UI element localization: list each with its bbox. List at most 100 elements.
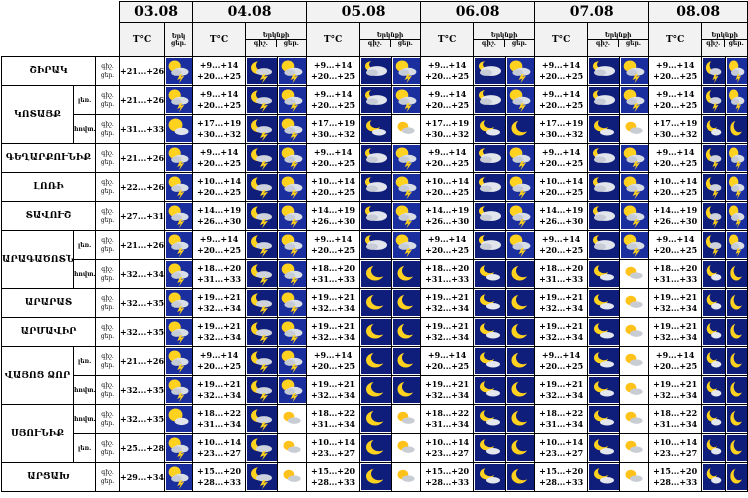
- day-night-label: գիշ. ցեր.: [94, 462, 121, 492]
- day-temp: +20...+25: [311, 245, 356, 255]
- night-temp: +9...+14: [313, 350, 353, 360]
- night-temp: +15...+20: [539, 466, 584, 476]
- night-weather-icon-cell: [359, 172, 393, 202]
- date-header: 06.08: [420, 1, 536, 23]
- day-temp: +20...+25: [653, 361, 698, 371]
- day-weather-icon: [727, 406, 747, 432]
- temp-range: +25...+28: [119, 433, 166, 463]
- temp-range: +9...+14 +20...+25: [648, 85, 703, 115]
- day-weather-icon-cell: [619, 201, 650, 231]
- night-weather-icon-cell: [587, 288, 621, 318]
- night-temp: +10...+14: [311, 176, 356, 186]
- temp-range: +9...+14 +20...+25: [420, 346, 475, 376]
- temp-range: +27...+31: [119, 201, 166, 231]
- temp-range: +9...+14 +20...+25: [192, 346, 247, 376]
- temp-header: T°C: [306, 22, 361, 57]
- night-weather-icon-cell: [473, 114, 507, 144]
- night-weather-icon-cell: [359, 346, 393, 376]
- day-weather-icon: [279, 435, 306, 461]
- day-temp: +20...+25: [539, 158, 584, 168]
- day-weather-icon-cell: [725, 201, 748, 231]
- night-temp: +19...+21: [539, 379, 584, 389]
- region-name: ԱՐԱԳԱԾՈՏՆ: [1, 230, 74, 289]
- day-weather-icon-cell: [725, 433, 748, 463]
- day-weather-icon: [279, 145, 306, 171]
- night-weather-icon-cell: [587, 259, 621, 289]
- cloud-header-label: Երկնքի: [474, 32, 534, 40]
- day-weather-icon-cell: [391, 317, 422, 347]
- day-temp: +20...+25: [425, 245, 470, 255]
- temp-range: +19...+21 +32...+34: [192, 288, 247, 318]
- night-label: գիշ.: [101, 237, 114, 244]
- day-weather-icon: [621, 87, 648, 113]
- day-weather-icon: [279, 348, 306, 374]
- day-weather-icon: [621, 290, 648, 316]
- night-weather-icon-cell: [245, 56, 279, 86]
- night-weather-icon: [247, 203, 277, 229]
- day-weather-icon-cell: [391, 230, 422, 260]
- night-temp: +9...+14: [655, 147, 695, 157]
- night-temp: +9...+14: [427, 234, 467, 244]
- night-weather-icon: [247, 435, 277, 461]
- weather-icon-cell: [164, 288, 194, 318]
- night-weather-icon: [703, 377, 725, 403]
- night-temp: +18...+22: [653, 408, 698, 418]
- night-weather-icon-cell: [701, 433, 727, 463]
- night-temp: +9...+14: [655, 350, 695, 360]
- day-weather-icon-cell: [277, 56, 308, 86]
- temp-range: +9...+14 +20...+25: [534, 56, 589, 86]
- day-weather-icon: [507, 464, 534, 490]
- day-weather-icon: [621, 435, 648, 461]
- day-weather-icon-cell: [725, 404, 748, 434]
- night-temp: +10...+14: [653, 437, 698, 447]
- day-label: ցեր.: [100, 420, 115, 427]
- night-weather-icon-cell: [245, 317, 279, 347]
- day-weather-icon-cell: [619, 259, 650, 289]
- day-label: ցեր.: [100, 130, 115, 137]
- night-temp: +9...+14: [199, 350, 239, 360]
- night-weather-icon: [361, 145, 391, 171]
- night-weather-icon-cell: [701, 201, 727, 231]
- weather-icon: [166, 174, 192, 200]
- night-weather-icon: [247, 87, 277, 113]
- cloud-header-label: Երկնքի: [702, 32, 747, 40]
- temp-range: +32...+35: [119, 375, 166, 405]
- weather-icon: [166, 58, 192, 84]
- region-name: ԳԵՂԱՐՔՈՒՆԻՔ: [1, 143, 96, 173]
- weather-icon: [166, 145, 192, 171]
- day-weather-icon-cell: [725, 462, 748, 492]
- day-temp: +20...+25: [653, 187, 698, 197]
- night-temp: +15...+20: [311, 466, 356, 476]
- temp-range: +19...+21 +32...+34: [534, 375, 589, 405]
- night-temp: +17...+19: [653, 118, 698, 128]
- weather-icon-cell: [164, 404, 194, 434]
- night-weather-icon-cell: [359, 85, 393, 115]
- weather-icon: [166, 290, 192, 316]
- day-weather-icon: [393, 116, 420, 142]
- day-label: ցեր.: [511, 40, 527, 47]
- region-name: ԼՈՌԻ: [1, 172, 96, 202]
- night-label: գիշ.: [101, 295, 114, 302]
- night-temp: +9...+14: [655, 234, 695, 244]
- day-temp: +28...+33: [197, 477, 242, 487]
- day-temp: +20...+25: [425, 158, 470, 168]
- night-weather-icon-cell: [701, 172, 727, 202]
- night-weather-icon: [361, 203, 391, 229]
- day-temp: +30...+32: [197, 129, 242, 139]
- day-temp: +20...+25: [539, 245, 584, 255]
- night-label: գիշ.: [101, 208, 114, 215]
- day-temp: +32...+34: [197, 332, 242, 342]
- night-weather-icon: [475, 203, 505, 229]
- temp-range: +18...+22 +31...+34: [192, 404, 247, 434]
- temp-range: +19...+21 +32...+34: [306, 288, 361, 318]
- day-weather-icon-cell: [391, 288, 422, 318]
- day-weather-icon: [507, 174, 534, 200]
- day-weather-icon: [507, 116, 534, 142]
- day-label: ցեր.: [100, 159, 115, 166]
- date-header: 04.08: [192, 1, 308, 23]
- temp-range: +19...+21 +32...+34: [306, 375, 361, 405]
- day-temp: +20...+25: [425, 71, 470, 81]
- night-temp: +10...+14: [311, 437, 356, 447]
- day-temp: +32...+34: [311, 332, 356, 342]
